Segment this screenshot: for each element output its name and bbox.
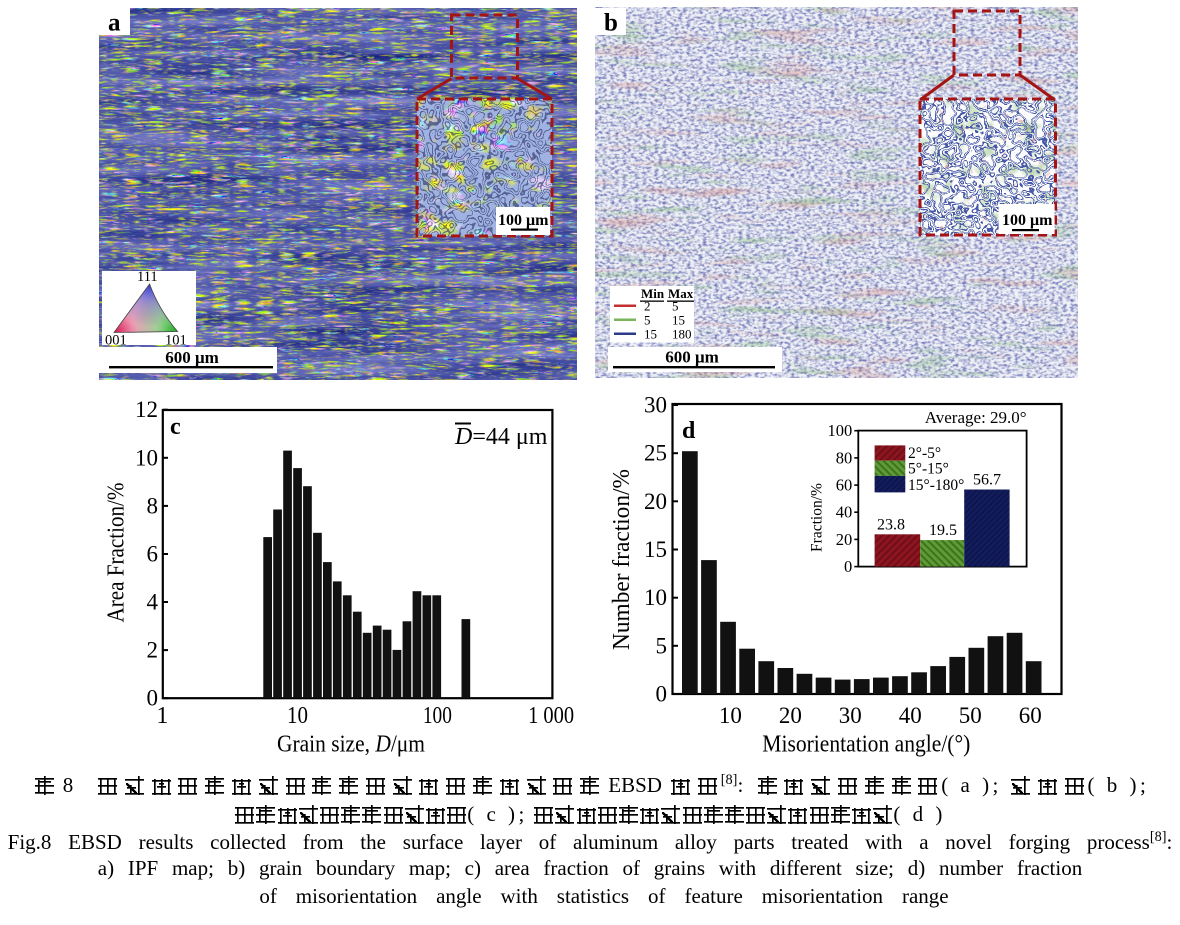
svg-text:23.8: 23.8 bbox=[877, 516, 905, 533]
svg-text:2: 2 bbox=[644, 299, 651, 314]
svg-text:5°-15°: 5°-15° bbox=[908, 461, 949, 478]
svg-text:0: 0 bbox=[656, 682, 668, 707]
svg-text:100 μm: 100 μm bbox=[498, 212, 549, 229]
svg-text:Min: Min bbox=[641, 286, 665, 301]
svg-text:5: 5 bbox=[644, 313, 651, 328]
svg-text:60: 60 bbox=[1019, 703, 1042, 728]
svg-text:15: 15 bbox=[644, 327, 657, 342]
svg-text:19.5: 19.5 bbox=[929, 522, 957, 539]
svg-text:1: 1 bbox=[156, 703, 168, 729]
svg-text:50: 50 bbox=[959, 703, 982, 728]
svg-text:1 000: 1 000 bbox=[528, 703, 574, 729]
svg-text:20: 20 bbox=[836, 530, 853, 549]
svg-text:0: 0 bbox=[844, 557, 852, 576]
svg-text:D=44 μm: D=44 μm bbox=[454, 424, 548, 450]
svg-text:80: 80 bbox=[836, 448, 853, 467]
svg-text:15°-180°: 15°-180° bbox=[908, 477, 964, 494]
svg-text:c: c bbox=[170, 414, 181, 440]
svg-text:Max: Max bbox=[668, 286, 694, 301]
svg-text:b: b bbox=[604, 10, 618, 37]
svg-text:10: 10 bbox=[644, 585, 667, 610]
svg-text:10: 10 bbox=[135, 445, 158, 470]
svg-text:12: 12 bbox=[135, 397, 158, 422]
svg-text:15: 15 bbox=[644, 537, 667, 562]
svg-text:15: 15 bbox=[672, 313, 685, 328]
svg-text:10: 10 bbox=[719, 703, 742, 728]
svg-text:100 μm: 100 μm bbox=[1002, 212, 1053, 229]
svg-text:180: 180 bbox=[672, 327, 692, 342]
svg-text:60: 60 bbox=[836, 476, 853, 495]
svg-text:2: 2 bbox=[147, 638, 159, 663]
svg-text:4: 4 bbox=[147, 590, 159, 615]
svg-text:20: 20 bbox=[779, 703, 802, 728]
svg-text:600 μm: 600 μm bbox=[165, 348, 219, 367]
svg-text:6: 6 bbox=[147, 542, 159, 567]
svg-text:100: 100 bbox=[828, 421, 853, 440]
svg-text:100: 100 bbox=[423, 703, 452, 729]
svg-text:111: 111 bbox=[137, 269, 158, 285]
svg-text:5: 5 bbox=[672, 299, 679, 314]
svg-text:Grain size, D/μm: Grain size, D/μm bbox=[277, 731, 425, 758]
svg-text:56.7: 56.7 bbox=[973, 472, 1001, 489]
svg-text:Fraction/%: Fraction/% bbox=[809, 483, 826, 552]
svg-text:25: 25 bbox=[644, 441, 667, 466]
svg-text:d: d bbox=[682, 418, 696, 444]
svg-text:20: 20 bbox=[644, 489, 667, 514]
svg-text:001: 001 bbox=[105, 333, 127, 349]
svg-text:a: a bbox=[108, 10, 121, 37]
svg-text:40: 40 bbox=[899, 703, 922, 728]
svg-text:101: 101 bbox=[165, 333, 187, 349]
svg-text:600 μm: 600 μm bbox=[665, 348, 719, 367]
svg-text:Average: 29.0°: Average: 29.0° bbox=[925, 408, 1027, 427]
svg-text:0: 0 bbox=[147, 686, 159, 711]
svg-text:8: 8 bbox=[147, 493, 159, 518]
svg-text:5: 5 bbox=[656, 633, 668, 658]
svg-text:Number fraction/%: Number fraction/% bbox=[609, 469, 635, 650]
svg-text:10: 10 bbox=[287, 703, 308, 729]
svg-text:40: 40 bbox=[836, 503, 853, 522]
svg-text:30: 30 bbox=[839, 703, 862, 728]
svg-text:2°-5°: 2°-5° bbox=[908, 445, 941, 462]
svg-text:Misorientation angle/(°): Misorientation angle/(°) bbox=[762, 732, 970, 758]
svg-text:30: 30 bbox=[644, 395, 667, 418]
svg-text:Area Fraction/%: Area Fraction/% bbox=[104, 483, 130, 623]
